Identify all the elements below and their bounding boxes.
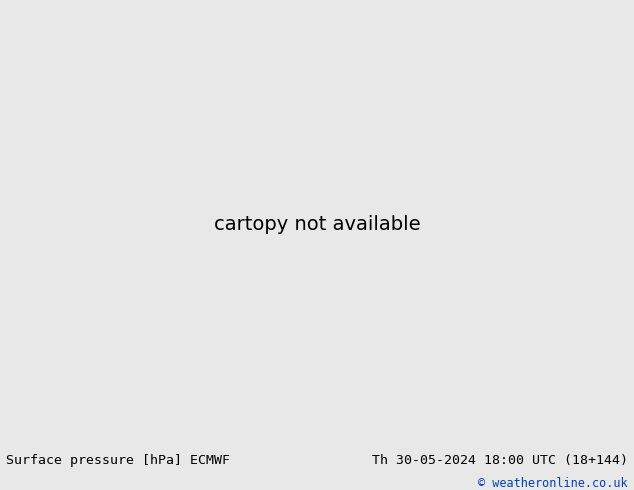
Text: cartopy not available: cartopy not available: [214, 215, 420, 234]
Text: © weatheronline.co.uk: © weatheronline.co.uk: [478, 477, 628, 490]
Text: Surface pressure [hPa] ECMWF: Surface pressure [hPa] ECMWF: [6, 454, 230, 467]
Text: Th 30-05-2024 18:00 UTC (18+144): Th 30-05-2024 18:00 UTC (18+144): [372, 454, 628, 467]
